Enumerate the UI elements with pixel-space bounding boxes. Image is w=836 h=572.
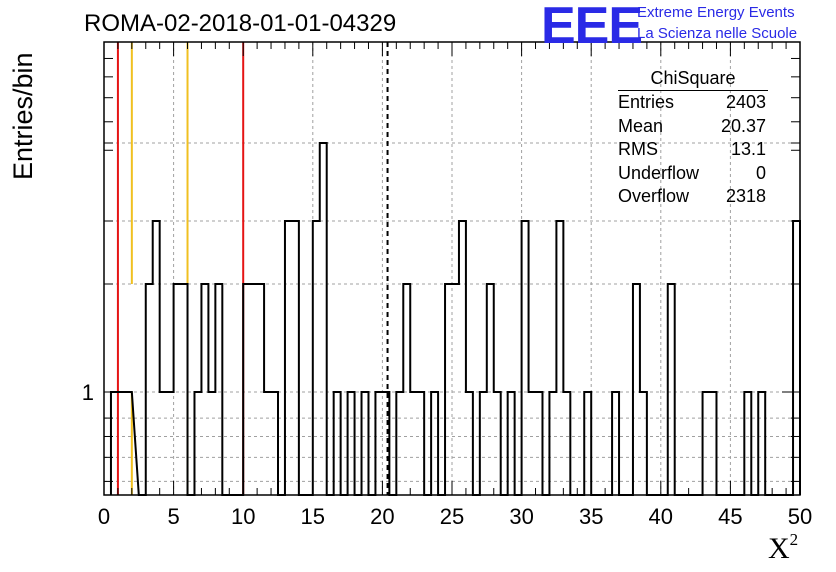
histogram-bin	[744, 392, 751, 495]
histogram-bin	[584, 392, 591, 495]
histogram-bin	[529, 392, 536, 495]
histogram-bin	[243, 284, 250, 495]
stats-row-overflow: Overflow 2318	[612, 185, 774, 209]
histogram-bin	[633, 284, 640, 495]
histogram-bin	[508, 392, 515, 495]
eee-logo: EEE Extreme Energy Events La Scienza nel…	[541, 0, 831, 55]
histogram-bin	[793, 221, 800, 495]
histogram-bin	[710, 392, 717, 495]
x-axis-label: X2	[768, 530, 799, 566]
logo-subtitle-2: La Scienza nelle Scuole	[637, 25, 798, 42]
stats-label: Underflow	[618, 162, 700, 183]
axis-ticks: 0 5 10 15 20 25 30 35 40 45 50 1	[82, 42, 812, 529]
x-tick-label: 30	[509, 504, 533, 529]
histogram-bin	[494, 392, 501, 495]
histogram-bin	[292, 221, 299, 495]
x-axis-label-base: X	[768, 532, 790, 565]
histogram-bin	[250, 284, 257, 495]
stats-value: 20.37	[720, 115, 766, 136]
stats-value: 13.1	[730, 139, 766, 159]
x-tick-label: 0	[98, 504, 110, 529]
stats-label: Overflow	[618, 186, 690, 206]
histogram-bin	[167, 392, 174, 495]
histogram-bin	[334, 392, 341, 495]
stats-row-entries: Entries 2403	[612, 91, 774, 115]
chart-title: ROMA-02-2018-01-01-04329	[84, 10, 397, 37]
histogram-bin	[536, 392, 543, 495]
x-tick-label: 40	[649, 504, 673, 529]
histogram-bin	[125, 392, 132, 495]
histogram-bin	[556, 221, 563, 495]
histogram-bin	[410, 392, 417, 495]
y-axis-label: Entries/bin	[8, 52, 38, 180]
histogram-bin	[160, 392, 167, 495]
stats-label: Mean	[618, 115, 664, 136]
histogram-bin	[208, 392, 215, 495]
stats-title: ChiSquare	[618, 66, 768, 91]
histogram-bin	[194, 392, 201, 495]
x-tick-label: 25	[440, 504, 464, 529]
x-tick-label: 10	[231, 504, 255, 529]
stats-value: 0	[755, 162, 766, 183]
histogram-bin	[445, 284, 452, 495]
x-axis-label-superscript: 2	[789, 530, 799, 549]
histogram-bin	[396, 392, 403, 495]
histogram-bin	[466, 392, 473, 495]
histogram-bin	[320, 143, 327, 495]
histogram-bin	[612, 392, 619, 495]
histogram-bin	[146, 284, 153, 495]
histogram-bin	[271, 392, 278, 495]
histogram-bin	[153, 221, 160, 495]
x-tick-label: 45	[718, 504, 742, 529]
histogram-bin	[403, 284, 410, 495]
histogram-bin	[417, 392, 424, 495]
histogram-bin	[118, 392, 125, 495]
x-tick-label: 15	[301, 504, 325, 529]
stats-label: RMS	[618, 139, 658, 159]
histogram-bin	[285, 221, 292, 495]
histogram-bin	[201, 284, 208, 495]
histogram-bin	[431, 392, 438, 495]
histogram-bin	[264, 392, 271, 495]
histogram-bin	[181, 284, 188, 495]
histogram-bin	[215, 284, 222, 495]
stats-value: 2403	[725, 92, 766, 112]
stats-label: Entries	[618, 92, 675, 112]
stats-row-rms: RMS 13.1	[612, 138, 774, 162]
x-tick-label: 35	[579, 504, 603, 529]
stats-box: ChiSquare Entries 2403 Mean 20.37 RMS 13…	[612, 66, 774, 209]
histogram-bin	[549, 392, 556, 495]
histogram-bin	[668, 284, 675, 495]
stats-row-underflow: Underflow 0	[612, 162, 774, 186]
histogram-bin	[382, 392, 389, 495]
histogram-bin	[348, 392, 355, 495]
x-tick-label: 50	[788, 504, 812, 529]
histogram-bin	[257, 284, 264, 495]
logo-subtitle-1: Extreme Energy Events	[637, 4, 795, 21]
eee-logo-mark: EEE	[541, 0, 643, 55]
histogram-bin	[563, 392, 570, 495]
histogram-bin	[375, 392, 382, 495]
histogram-bin	[487, 284, 494, 495]
histogram-bin	[452, 284, 459, 495]
histogram-bin	[459, 221, 466, 495]
histogram-bin	[703, 392, 710, 495]
histogram-bin	[313, 221, 320, 495]
stats-value: 2318	[725, 186, 766, 206]
histogram-bin	[640, 392, 647, 495]
histogram-bin	[758, 392, 765, 495]
x-tick-label: 20	[370, 504, 394, 529]
stats-row-mean: Mean 20.37	[612, 115, 774, 139]
histogram-bin	[522, 221, 529, 495]
histogram-bin	[480, 392, 487, 495]
x-tick-label: 5	[167, 504, 179, 529]
y-tick-label: 1	[82, 380, 94, 405]
histogram-bin	[111, 392, 118, 495]
histogram-bin	[174, 284, 181, 495]
histogram-bin	[362, 392, 369, 495]
